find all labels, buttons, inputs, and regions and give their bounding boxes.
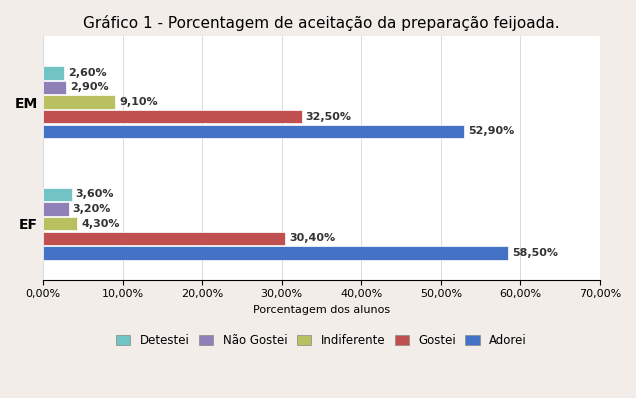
Text: 3,60%: 3,60% (76, 189, 114, 199)
Text: 52,90%: 52,90% (468, 126, 514, 136)
Bar (43, 66, 64, 80)
Bar (43, 81, 66, 94)
Bar (43, 246, 508, 259)
Bar (43, 125, 464, 138)
Text: 30,40%: 30,40% (289, 233, 335, 243)
Bar (43, 217, 78, 230)
Legend: Detestei, Não Gostei, Indiferente, Gostei, Adorei: Detestei, Não Gostei, Indiferente, Goste… (111, 329, 532, 352)
Bar (43, 232, 285, 245)
Bar (43, 188, 72, 201)
Title: Gráfico 1 - Porcentagem de aceitação da preparação feijoada.: Gráfico 1 - Porcentagem de aceitação da … (83, 15, 560, 31)
Text: 2,90%: 2,90% (70, 82, 109, 92)
Text: 58,50%: 58,50% (513, 248, 558, 258)
Bar (43, 110, 301, 123)
Bar (43, 202, 69, 216)
X-axis label: Porcentagem dos alunos: Porcentagem dos alunos (253, 305, 390, 315)
Text: 2,60%: 2,60% (68, 68, 106, 78)
Text: 9,10%: 9,10% (120, 97, 158, 107)
Text: 3,20%: 3,20% (73, 204, 111, 214)
Bar (43, 96, 116, 109)
Text: 32,50%: 32,50% (305, 111, 352, 122)
Text: 4,30%: 4,30% (81, 219, 120, 228)
